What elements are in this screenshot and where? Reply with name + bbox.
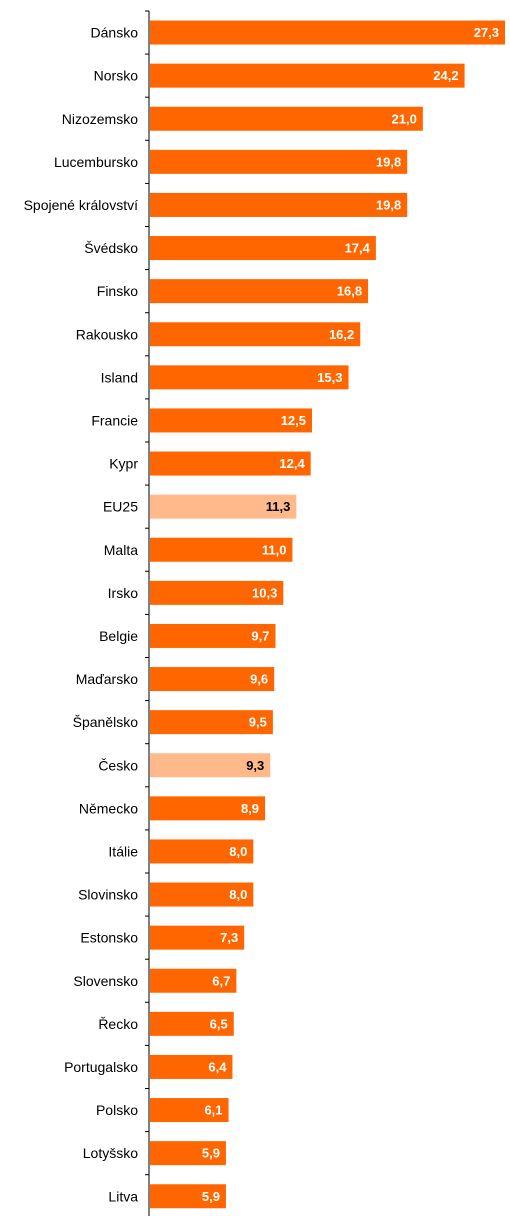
value-label-belgie: 9,7 (251, 628, 269, 643)
value-label-spojene-kralovstvi: 19,8 (376, 197, 401, 212)
value-label-cesko: 9,3 (246, 758, 264, 773)
bar-dansko (150, 20, 505, 45)
bar-eu25 (150, 494, 297, 519)
category-label-lucembursko: Lucembursko (54, 154, 138, 170)
bar-polsko (150, 1098, 229, 1123)
category-label-cesko: Česko (98, 757, 138, 773)
value-label-madarsko: 9,6 (250, 672, 268, 687)
bar-spojene-kralovstvi (150, 192, 408, 217)
category-label-slovinsko: Slovinsko (78, 887, 138, 903)
category-label-nemecko: Německo (79, 800, 138, 816)
category-label-nizozemsko: Nizozemsko (62, 111, 138, 127)
bar-irsko (150, 580, 284, 605)
category-label-portugalsko: Portugalsko (64, 1059, 138, 1075)
category-label-francie: Francie (91, 412, 138, 428)
bar-malta (150, 537, 293, 562)
bar-cesko (150, 753, 271, 778)
bar-slovinsko (150, 882, 254, 907)
bars-layer (150, 20, 505, 1209)
category-label-litva: Litva (108, 1188, 138, 1204)
bar-lotyssko (150, 1141, 226, 1166)
value-label-eu25: 11,3 (266, 499, 291, 514)
bar-slovensko (150, 968, 237, 993)
category-label-rakousko: Rakousko (76, 326, 138, 342)
labels-layer: Dánsko 27,3 Norsko 24,2 Nizozemsko 21,0 Lucemb… (24, 25, 499, 1205)
category-label-madarsko: Maďarsko (76, 671, 139, 687)
bar-estonsko (150, 925, 245, 950)
bar-italie (150, 839, 254, 864)
bar-lucembursko (150, 149, 408, 174)
value-label-finsko: 16,8 (337, 284, 362, 299)
bar-nemecko (150, 796, 266, 821)
bar-kypr (150, 451, 311, 476)
bar-portugalsko (150, 1054, 233, 1079)
bar-rakousko (150, 322, 361, 347)
bar-litva (150, 1184, 226, 1209)
category-label-estonsko: Estonsko (80, 930, 138, 946)
category-label-island: Island (101, 369, 138, 385)
value-label-spanelsko: 9,5 (249, 715, 267, 730)
bar-spanelsko (150, 710, 273, 735)
bar-svedsko (150, 236, 376, 261)
value-label-portugalsko: 6,4 (208, 1059, 227, 1074)
value-label-lucembursko: 19,8 (376, 154, 401, 169)
y-axis-ticks (145, 10, 149, 1176)
value-label-recko: 6,5 (210, 1016, 228, 1031)
category-label-recko: Řecko (98, 1016, 138, 1032)
value-label-slovinsko: 8,0 (229, 887, 247, 902)
value-label-svedsko: 17,4 (345, 241, 371, 256)
bar-belgie (150, 623, 276, 648)
value-label-island: 15,3 (317, 370, 342, 385)
value-label-rakousko: 16,2 (329, 327, 354, 342)
value-label-dansko: 27,3 (474, 25, 499, 40)
value-label-norsko: 24,2 (433, 68, 458, 83)
bar-island (150, 365, 349, 390)
value-label-francie: 12,5 (281, 413, 306, 428)
value-label-litva: 5,9 (202, 1189, 220, 1204)
value-label-nemecko: 8,9 (241, 801, 259, 816)
category-label-irsko: Irsko (108, 585, 139, 601)
category-label-italie: Itálie (108, 843, 138, 859)
category-label-finsko: Finsko (97, 283, 138, 299)
value-label-lotyssko: 5,9 (202, 1146, 220, 1161)
category-label-spanelsko: Španělsko (73, 714, 139, 730)
bar-recko (150, 1011, 234, 1036)
category-label-malta: Malta (104, 542, 138, 558)
category-label-svedsko: Švédsko (84, 240, 138, 256)
value-label-slovensko: 6,7 (212, 973, 230, 988)
category-label-kypr: Kypr (109, 456, 138, 472)
bar-finsko (150, 279, 369, 304)
value-label-irsko: 10,3 (252, 585, 277, 600)
bar-norsko (150, 63, 465, 88)
value-label-nizozemsko: 21,0 (392, 111, 417, 126)
value-label-malta: 11,0 (262, 542, 287, 557)
bar-madarsko (150, 667, 275, 692)
category-label-dansko: Dánsko (91, 25, 139, 41)
value-label-kypr: 12,4 (279, 456, 305, 471)
category-label-belgie: Belgie (99, 628, 138, 644)
category-label-slovensko: Slovensko (73, 973, 138, 989)
category-label-eu25: EU25 (103, 499, 138, 515)
category-label-lotyssko: Lotyšsko (83, 1145, 138, 1161)
bar-francie (150, 408, 313, 433)
value-label-estonsko: 7,3 (220, 930, 238, 945)
category-label-polsko: Polsko (96, 1102, 138, 1118)
bar-nizozemsko (150, 106, 423, 131)
category-label-norsko: Norsko (94, 68, 139, 84)
value-label-polsko: 6,1 (204, 1103, 222, 1118)
value-label-italie: 8,0 (229, 844, 247, 859)
category-label-spojene-kralovstvi: Spojené království (24, 197, 139, 213)
